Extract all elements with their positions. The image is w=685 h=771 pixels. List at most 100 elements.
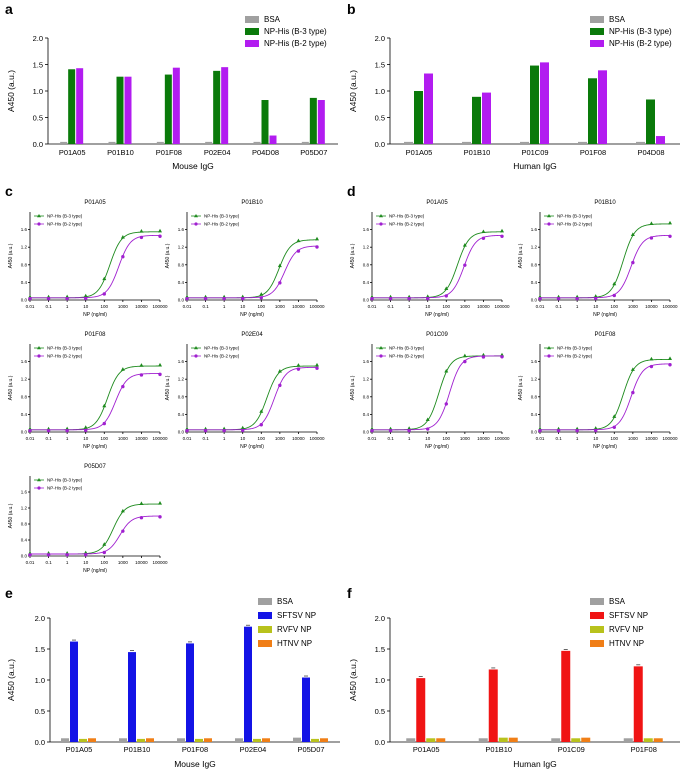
x-tick-label-d: 0.01 — [368, 436, 377, 441]
bar-f-p01b10-s0 — [478, 738, 488, 742]
panel-letter-b: b — [347, 1, 356, 17]
legend-label-e: BSA — [277, 597, 294, 606]
legend-marker-c — [194, 354, 198, 358]
x-axis-title-c: NP (ng/ml) — [240, 312, 264, 318]
bar-e-p01b10-s2 — [137, 738, 145, 742]
x-axis-title-d: NP (ng/ml) — [425, 444, 449, 450]
x-tick-label-c: 0.01 — [26, 304, 35, 309]
bar-chart-a: 0.0 0.5 1.0 1.5 2.0 P01A05 P01B10 P01F08 P02E04 P… — [6, 15, 338, 171]
legend-marker-c — [37, 354, 41, 358]
legend-label-c: NP-His (B-3 type) — [47, 214, 83, 219]
x-tick-label-c: 100 — [101, 560, 109, 565]
legend-label-d: NP-His (B-3 type) — [389, 214, 425, 219]
panel-letter-f: f — [347, 585, 352, 601]
legend-swatch-b — [590, 40, 604, 47]
data-point-d-b3 — [593, 294, 598, 298]
data-point-d-b3 — [444, 286, 449, 291]
bar-f-p01a05-s0 — [406, 738, 416, 742]
y-axis-title-d: A450 (a.u.) — [518, 243, 524, 268]
data-point-d-b3 — [462, 353, 467, 358]
legend-label-a: BSA — [264, 15, 281, 24]
data-point-c-b2 — [28, 296, 32, 301]
bar-e-p01f08-s2 — [195, 738, 203, 742]
data-point-c-b3 — [259, 409, 264, 413]
legend-label-d: NP-His (B-3 type) — [557, 346, 593, 351]
bar-e-p01f08-s1 — [186, 643, 194, 742]
x-tick-label-c: 10000 — [292, 304, 305, 309]
fit-curve-d-b2 — [540, 363, 671, 431]
legend-marker-c — [194, 222, 198, 226]
x-tick-label-c: 0.1 — [202, 436, 209, 441]
y-tick-label-d: 1.6 — [531, 359, 538, 364]
fit-curve-c-b2 — [30, 373, 161, 431]
x-tick-label-c: 1000 — [275, 436, 286, 441]
legend-marker-d — [547, 346, 551, 350]
legend-label-a: NP-His (B-3 type) — [264, 27, 327, 36]
x-tick-label-c: 10000 — [292, 436, 305, 441]
y-tick-label-c: 0.8 — [21, 522, 28, 527]
y-tick-label-c: 1.2 — [21, 377, 28, 382]
x-tick-label-d: 1000 — [460, 436, 471, 441]
x-tick-label-d: 100000 — [494, 436, 510, 441]
x-tick-label-c: 1000 — [118, 560, 129, 565]
data-point-c-b3 — [158, 501, 162, 505]
bar-b-p01c09-s1 — [530, 65, 539, 144]
x-tick-label-d: 1 — [576, 436, 579, 441]
data-point-c-b3 — [277, 263, 282, 268]
data-point-c-b2 — [139, 373, 144, 377]
y-axis-title-c: A450 (a.u.) — [8, 375, 14, 400]
y-tick-label-d: 1.2 — [531, 377, 538, 382]
fit-curve-c-b2 — [187, 366, 317, 431]
x-tick-label-d: 0.1 — [555, 436, 562, 441]
legend-swatch-f — [590, 598, 604, 605]
data-point-c-b2 — [185, 296, 189, 301]
x-tick-label-d: 10 — [593, 436, 599, 441]
data-point-c-b3 — [296, 363, 301, 367]
bar-f-p01a05-s2 — [426, 738, 436, 742]
data-point-d-b2 — [668, 363, 672, 367]
x-tick-label-d: 0.1 — [387, 436, 394, 441]
fit-curve-c-b3 — [187, 365, 317, 431]
x-tick-label-d: 10000 — [477, 436, 490, 441]
data-point-d-b3 — [425, 417, 430, 422]
data-point-c-b2 — [84, 553, 88, 557]
data-point-d-b2 — [594, 296, 598, 301]
x-tick-label-c: 1 — [223, 304, 226, 309]
data-point-c-b3 — [102, 542, 107, 546]
panel-letter-e: e — [5, 585, 13, 601]
x-tick-label-c: 100 — [258, 436, 266, 441]
data-point-c-b2 — [65, 553, 69, 557]
bar-chart-f: 0.0 0.5 1.0 1.5 2.0 P01A05 P01B10 P01C09 P01F08 H… — [348, 597, 680, 769]
y-tick-label-a: 1.5 — [33, 61, 43, 70]
y-tick-label-c: 0.4 — [21, 412, 28, 417]
y-axis-title-f: A450 (a.u.) — [348, 659, 358, 701]
data-point-c-b3 — [158, 362, 162, 367]
bar-e-p02e04-s2 — [253, 738, 261, 742]
x-tick-label-e: P02E04 — [240, 745, 267, 754]
x-axis-title-c: NP (ng/ml) — [83, 312, 107, 318]
y-tick-label-d: 0.0 — [531, 430, 538, 435]
y-tick-label-d: 0.8 — [363, 262, 370, 267]
y-tick-label-e: 1.0 — [35, 676, 45, 685]
y-tick-label-c: 0.8 — [178, 394, 185, 399]
data-point-d-b3 — [649, 356, 654, 361]
data-point-c-b2 — [241, 296, 245, 301]
y-tick-label-c: 1.6 — [21, 227, 28, 232]
y-tick-label-b: 0.5 — [375, 114, 385, 123]
data-point-d-b3 — [500, 228, 504, 233]
x-tick-label-d: 1 — [408, 436, 411, 441]
legend-marker-c — [37, 346, 41, 350]
data-point-d-b2 — [481, 236, 486, 240]
data-point-d-b2 — [426, 427, 430, 431]
legend-label-e: SFTSV NP — [277, 611, 316, 620]
y-tick-label-c: 0.0 — [178, 430, 185, 435]
bar-f-p01a05-s1 — [416, 678, 426, 742]
data-point-d-b2 — [370, 296, 374, 301]
x-tick-label-d: 1000 — [460, 304, 471, 309]
x-tick-label-d: 0.1 — [387, 304, 394, 309]
data-point-d-b2 — [556, 428, 561, 433]
y-tick-label-e: 2.0 — [35, 614, 45, 623]
data-point-c-b2 — [102, 550, 106, 555]
data-point-d-b3 — [425, 294, 430, 298]
